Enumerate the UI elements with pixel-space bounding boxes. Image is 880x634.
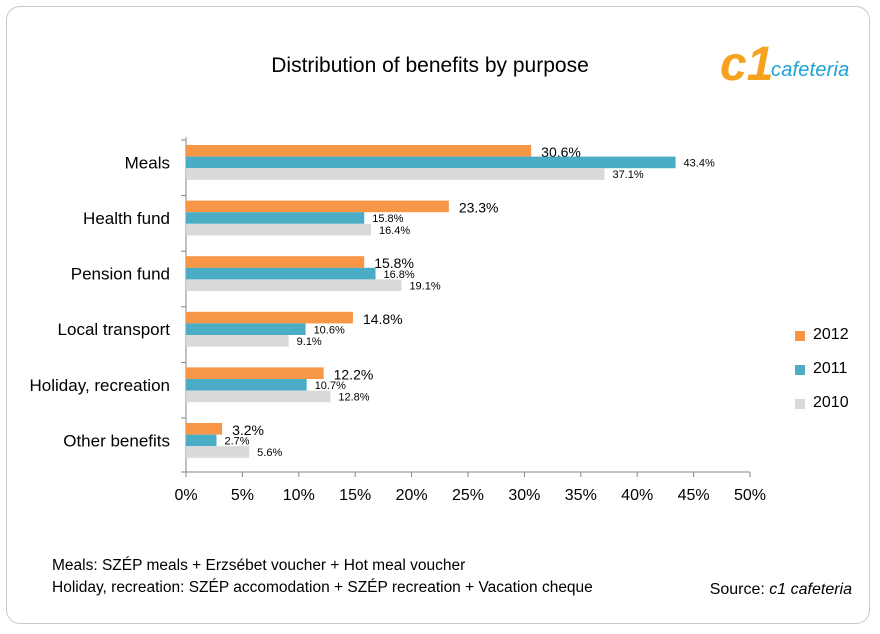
data-label: 12.2% — [334, 366, 374, 382]
data-label: 15.8% — [374, 255, 414, 271]
data-label: 43.4% — [684, 158, 715, 170]
bar-2011 — [186, 434, 217, 447]
source-name: c1 cafeteria — [769, 581, 852, 598]
data-label: 15.8% — [372, 213, 403, 225]
note-holiday: Holiday, recreation: SZÉP accomodation +… — [52, 579, 593, 596]
data-label: 10.6% — [314, 324, 345, 336]
legend-swatch — [795, 331, 805, 341]
legend-label: 2011 — [813, 360, 848, 377]
bar-2012 — [186, 311, 353, 324]
bar-2011 — [186, 156, 676, 169]
bar-2012 — [186, 200, 449, 213]
data-label: 16.4% — [379, 225, 410, 237]
data-label: 30.6% — [541, 144, 581, 160]
bar-2012 — [186, 423, 223, 435]
bar-2010 — [186, 279, 402, 291]
legend-swatch — [795, 399, 805, 409]
bar-2011 — [186, 212, 365, 224]
note-meals: Meals: SZÉP meals + Erzsébet voucher + H… — [52, 557, 466, 574]
x-tick-label: 50% — [734, 487, 766, 504]
bar-2010 — [186, 446, 250, 458]
chart-frame — [6, 6, 870, 624]
x-tick-label: 20% — [396, 487, 428, 504]
bar-2010 — [186, 390, 331, 403]
x-tick-label: 0% — [174, 487, 197, 504]
x-tick-label: 35% — [565, 487, 597, 504]
data-label: 12.8% — [338, 392, 369, 404]
legend-label: 2012 — [813, 326, 849, 343]
x-tick-label: 40% — [621, 487, 653, 504]
source-prefix: Source: — [709, 581, 770, 598]
category-label: Meals — [125, 153, 170, 172]
legend-item-2010: 2010 — [795, 394, 875, 414]
data-label: 9.1% — [297, 336, 322, 348]
data-label: 5.6% — [257, 447, 282, 459]
source-credit: Source: c1 cafeteria — [710, 581, 852, 599]
category-label: Local transport — [58, 320, 171, 339]
bar-2012 — [186, 256, 365, 268]
chart-notes: Meals: SZÉP meals + Erzsébet voucher + H… — [52, 555, 593, 599]
data-label: 19.1% — [409, 280, 440, 292]
data-label: 23.3% — [459, 200, 499, 216]
category-label: Other benefits — [63, 431, 170, 450]
data-label: 2.7% — [224, 436, 249, 448]
bar-2012 — [186, 367, 324, 379]
c1-cafeteria-logo: c1 — [720, 38, 773, 91]
legend-item-2011: 2011 — [795, 360, 875, 380]
x-tick-label: 10% — [283, 487, 315, 504]
x-tick-label: 30% — [508, 487, 540, 504]
legend-swatch — [795, 365, 805, 375]
bar-2012 — [186, 145, 532, 157]
x-tick-label: 45% — [678, 487, 710, 504]
legend-label: 2010 — [813, 394, 849, 411]
data-label: 10.7% — [315, 380, 346, 392]
legend-item-2012: 2012 — [795, 326, 875, 346]
x-tick-label: 15% — [339, 487, 371, 504]
bar-2011 — [186, 379, 307, 391]
logo-text: cafeteria — [771, 59, 850, 81]
category-label: Holiday, recreation — [30, 376, 170, 395]
data-label: 37.1% — [612, 169, 643, 181]
data-label: 3.2% — [232, 422, 264, 438]
bar-2011 — [186, 323, 306, 335]
bar-2010 — [186, 335, 289, 347]
category-label: Health fund — [83, 209, 170, 228]
data-label: 16.8% — [384, 269, 415, 281]
x-tick-label: 25% — [452, 487, 484, 504]
bar-2010 — [186, 168, 605, 180]
category-label: Pension fund — [71, 265, 170, 284]
logo-mark: c1 — [720, 38, 773, 91]
bar-2011 — [186, 267, 376, 280]
x-tick-label: 5% — [231, 487, 254, 504]
chart-title: Distribution of benefits by purpose — [271, 54, 589, 77]
data-label: 14.8% — [363, 311, 403, 327]
bar-2010 — [186, 223, 371, 236]
